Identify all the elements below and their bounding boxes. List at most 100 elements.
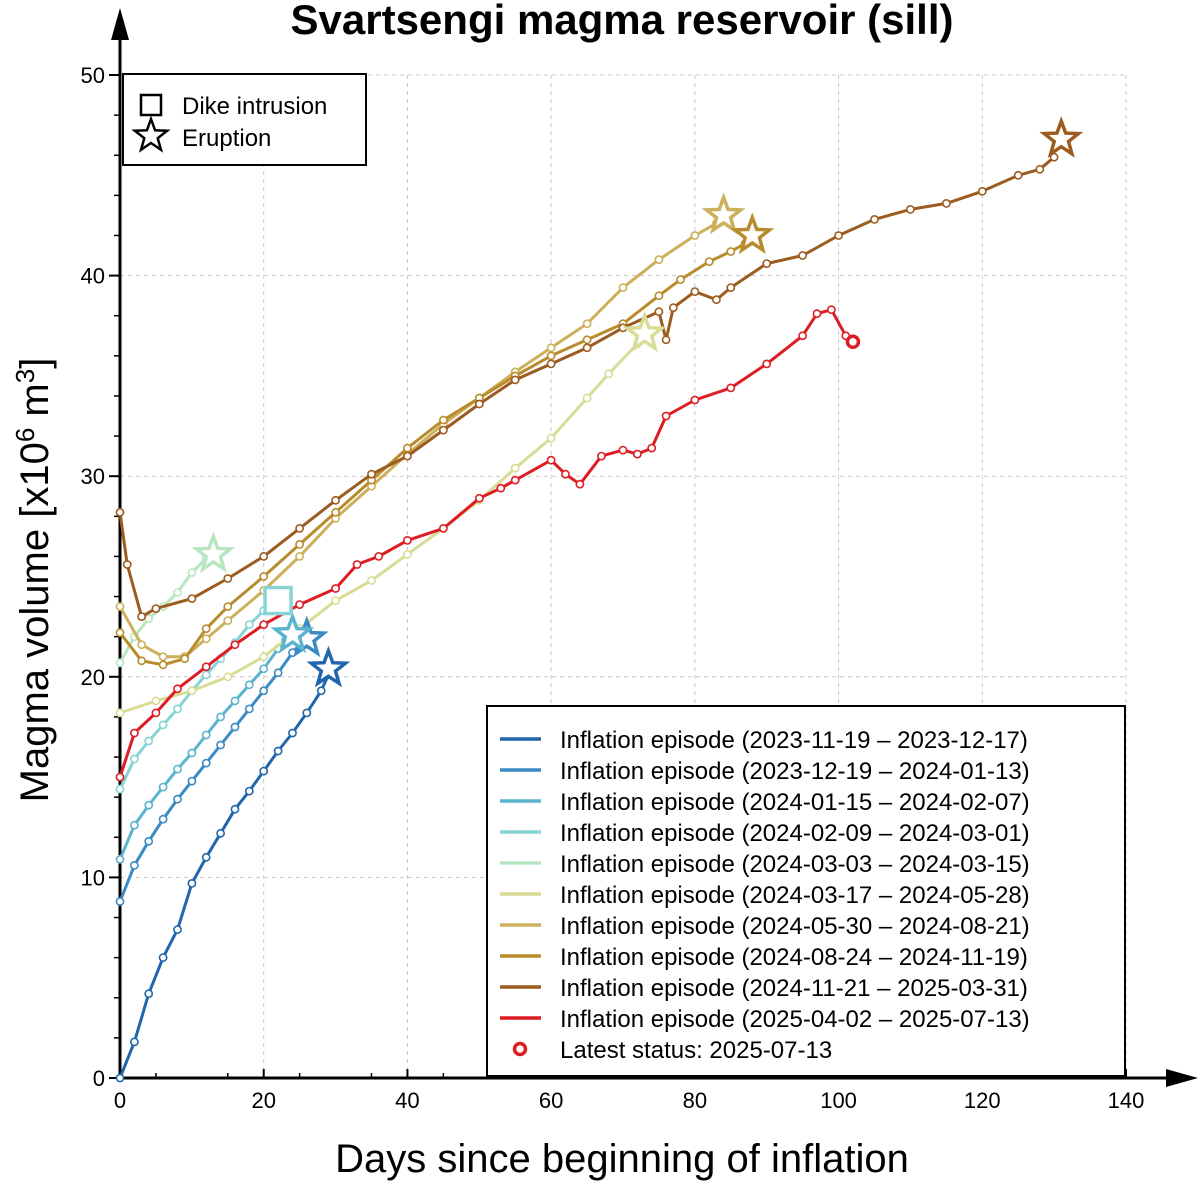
data-point — [115, 772, 125, 782]
data-point — [302, 708, 312, 718]
legend-series-label: Inflation episode (2024-02-09 – 2024-03-… — [560, 820, 1030, 847]
series-layer — [115, 152, 1059, 1083]
legend-series-label: Inflation episode (2024-08-24 – 2024-11-… — [560, 944, 1028, 971]
data-point — [690, 395, 700, 405]
data-point — [187, 748, 197, 758]
y-label-sup-1: 6 — [10, 428, 40, 442]
data-point — [654, 255, 664, 264]
legend-series-label: Inflation episode (2023-11-19 – 2023-12-… — [560, 727, 1028, 754]
data-point — [352, 560, 362, 569]
data-point — [402, 536, 412, 545]
data-point — [115, 708, 125, 718]
data-point — [129, 1037, 139, 1047]
data-point — [726, 383, 736, 393]
y-tick-label: 50 — [81, 63, 105, 88]
data-point — [597, 451, 606, 461]
data-point — [561, 469, 570, 479]
legend-series-label: Inflation episode (2023-12-19 – 2024-01-… — [560, 758, 1030, 785]
data-point — [129, 861, 139, 870]
series-legend: Inflation episode (2023-11-19 – 2023-12-… — [486, 705, 1126, 1077]
y-tick-label: 30 — [81, 464, 105, 489]
data-point — [870, 214, 879, 224]
data-point — [582, 335, 592, 345]
data-point — [216, 828, 225, 838]
data-point — [244, 704, 254, 714]
data-point — [158, 953, 168, 962]
data-point — [295, 552, 304, 561]
legend-series-label: Inflation episode (2024-11-21 – 2025-03-… — [560, 975, 1028, 1002]
data-point — [546, 351, 556, 361]
data-point — [201, 634, 211, 644]
legend-series-label: Inflation episode (2024-01-15 – 2024-02-… — [560, 789, 1030, 816]
eruption-star — [306, 645, 351, 688]
data-point — [259, 766, 269, 776]
data-point — [726, 247, 736, 256]
data-point — [633, 449, 642, 459]
data-point — [137, 656, 146, 666]
data-point — [230, 804, 240, 814]
data-point — [834, 231, 843, 240]
data-point — [977, 186, 987, 196]
data-point — [115, 628, 125, 638]
data-point — [151, 708, 161, 718]
series-2 — [115, 640, 304, 906]
data-point — [115, 854, 125, 864]
eruption-star — [622, 310, 667, 353]
data-point — [712, 295, 721, 305]
data-point — [402, 550, 412, 559]
data-point — [144, 736, 154, 746]
data-point — [259, 552, 269, 561]
data-point — [223, 602, 233, 611]
data-point — [510, 463, 520, 473]
data-point — [216, 740, 225, 750]
data-point — [187, 594, 197, 603]
data-point — [438, 415, 448, 425]
data-point — [223, 616, 233, 625]
data-point — [654, 307, 664, 317]
data-point — [158, 720, 168, 730]
legend-star-shape — [131, 115, 171, 153]
data-point — [316, 686, 326, 696]
data-point — [295, 540, 304, 549]
data-point — [137, 640, 146, 650]
x-tick-label: 140 — [1108, 1088, 1145, 1113]
eruption-star — [1039, 116, 1084, 158]
series-6 — [115, 339, 642, 718]
data-point — [115, 784, 125, 794]
data-point — [115, 507, 125, 517]
series-line — [119, 342, 639, 715]
chart-title: Svartsengi magma reservoir (sill) — [291, 0, 954, 43]
data-point — [201, 730, 211, 740]
x-tick-label: 80 — [683, 1088, 707, 1113]
data-point — [331, 495, 340, 505]
data-point — [173, 684, 182, 694]
data-point — [647, 443, 657, 453]
data-point — [201, 852, 211, 862]
x-axis-arrow — [1166, 1069, 1198, 1087]
data-point — [115, 658, 125, 668]
data-point — [295, 524, 304, 533]
data-point — [1035, 164, 1045, 174]
data-point — [618, 283, 628, 292]
data-point — [704, 257, 714, 266]
y-axis-ticks: 0 10 20 30 40 50 — [81, 63, 120, 1091]
data-point — [798, 331, 807, 341]
data-point — [331, 507, 340, 517]
data-point — [582, 393, 592, 403]
series-line — [118, 156, 1056, 619]
data-point — [546, 433, 556, 443]
data-point — [668, 303, 678, 313]
data-point — [187, 686, 197, 696]
data-point — [201, 670, 211, 680]
data-point — [259, 572, 269, 581]
data-point — [230, 640, 240, 650]
series-line — [118, 603, 272, 790]
data-point — [827, 305, 836, 315]
x-tick-label: 0 — [114, 1088, 126, 1113]
data-point — [812, 309, 822, 319]
data-point — [129, 728, 139, 738]
data-point — [173, 764, 182, 774]
data-point — [144, 614, 154, 623]
data-point — [129, 820, 139, 830]
